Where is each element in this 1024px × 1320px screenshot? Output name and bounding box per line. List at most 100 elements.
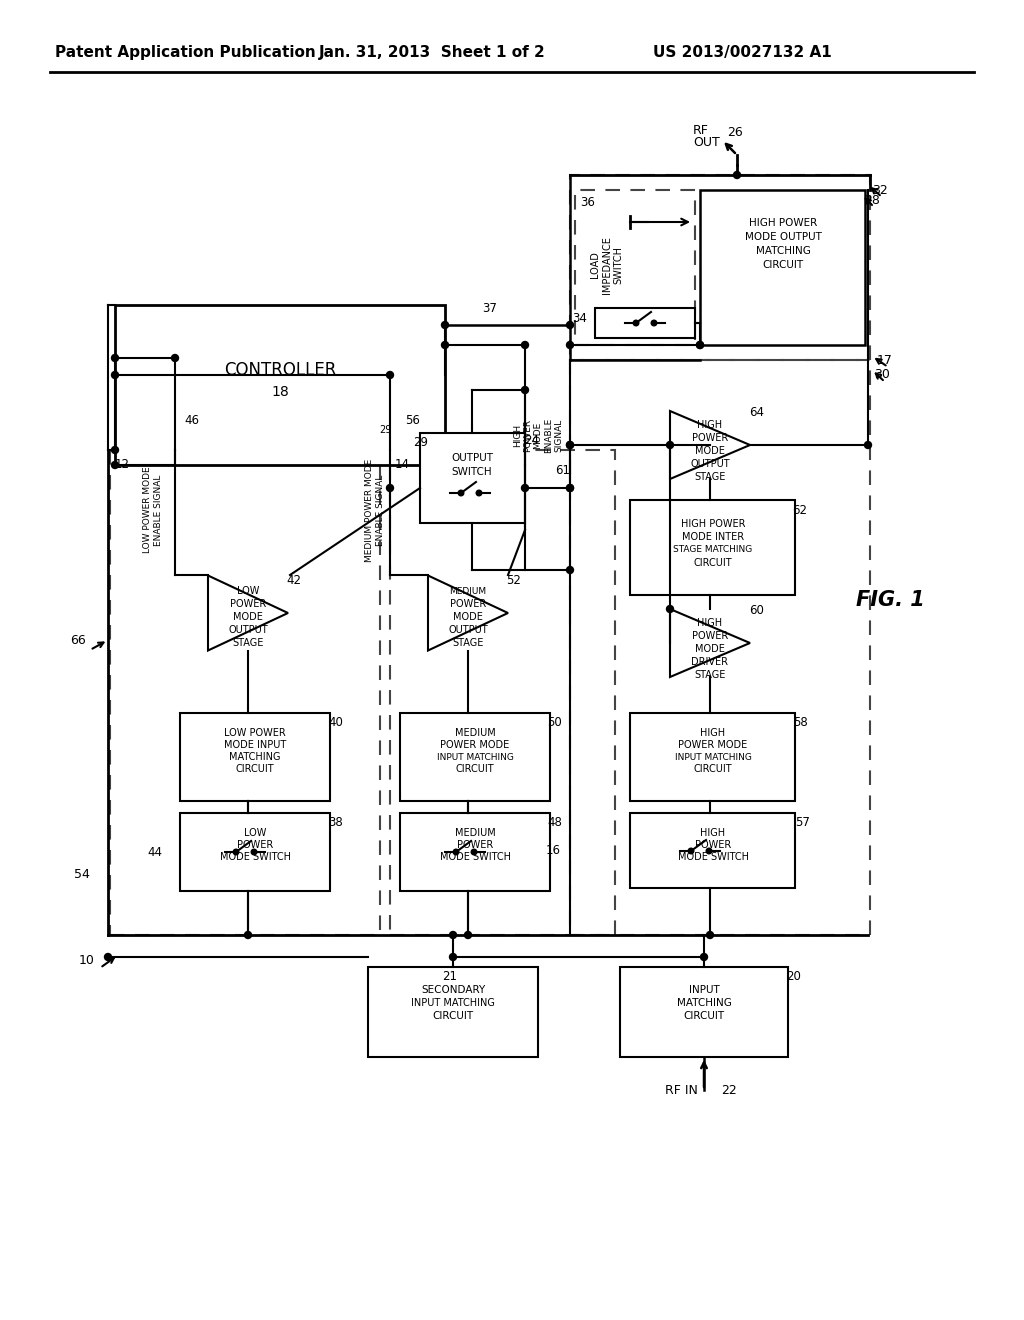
Circle shape — [171, 355, 178, 362]
Text: POWER MODE: POWER MODE — [678, 741, 748, 750]
Text: POWER: POWER — [457, 840, 494, 850]
Text: 28: 28 — [864, 194, 880, 206]
Text: MODE INTER: MODE INTER — [682, 532, 744, 543]
Text: 18: 18 — [271, 385, 289, 399]
Text: 29: 29 — [379, 425, 391, 436]
Text: POWER MODE: POWER MODE — [440, 741, 510, 750]
Circle shape — [471, 849, 477, 855]
Text: RF IN: RF IN — [665, 1084, 698, 1097]
Text: MODE: MODE — [233, 612, 263, 622]
Text: HIGH: HIGH — [700, 828, 726, 838]
Text: MODE: MODE — [453, 612, 483, 622]
Text: 22: 22 — [721, 1084, 737, 1097]
Circle shape — [521, 342, 528, 348]
Text: 42: 42 — [287, 574, 301, 587]
Text: 48: 48 — [548, 816, 562, 829]
Text: CIRCUIT: CIRCUIT — [236, 764, 274, 774]
Text: MEDIUM: MEDIUM — [455, 828, 496, 838]
Polygon shape — [428, 576, 508, 651]
Circle shape — [476, 490, 482, 496]
Bar — [115, 305, 445, 465]
Text: 58: 58 — [793, 715, 807, 729]
Text: STAGE MATCHING: STAGE MATCHING — [674, 545, 753, 554]
Text: 36: 36 — [581, 195, 595, 209]
Text: 38: 38 — [329, 816, 343, 829]
Text: 32: 32 — [872, 183, 888, 197]
Circle shape — [696, 342, 703, 348]
Bar — [700, 190, 865, 345]
Text: 10: 10 — [79, 953, 95, 966]
Circle shape — [454, 849, 459, 855]
Text: POWER: POWER — [237, 840, 273, 850]
Circle shape — [700, 953, 708, 961]
Text: US 2013/0027132 A1: US 2013/0027132 A1 — [652, 45, 831, 59]
Circle shape — [566, 322, 573, 329]
Circle shape — [566, 342, 573, 348]
Circle shape — [566, 484, 573, 491]
Text: 14: 14 — [394, 458, 410, 470]
Text: 40: 40 — [329, 715, 343, 729]
Bar — [400, 813, 550, 891]
Circle shape — [521, 387, 528, 393]
Text: 61: 61 — [555, 463, 570, 477]
Circle shape — [458, 490, 464, 496]
Text: STAGE: STAGE — [232, 638, 264, 648]
Bar — [630, 813, 795, 888]
Bar — [390, 450, 615, 935]
Text: STAGE: STAGE — [453, 638, 483, 648]
Text: 57: 57 — [796, 816, 810, 829]
Circle shape — [566, 484, 573, 491]
Polygon shape — [670, 609, 750, 677]
Text: LOW POWER MODE
ENABLE SIGNAL: LOW POWER MODE ENABLE SIGNAL — [143, 467, 163, 553]
Circle shape — [651, 321, 656, 326]
Text: POWER: POWER — [450, 599, 486, 609]
Circle shape — [566, 441, 573, 449]
Text: LOAD
IMPEDANCE
SWITCH: LOAD IMPEDANCE SWITCH — [591, 236, 624, 294]
Circle shape — [733, 172, 740, 178]
Text: INPUT MATCHING: INPUT MATCHING — [436, 752, 513, 762]
Text: MODE SWITCH: MODE SWITCH — [678, 851, 749, 862]
Text: LOW: LOW — [244, 828, 266, 838]
Text: HIGH POWER: HIGH POWER — [749, 218, 817, 228]
Bar — [630, 713, 795, 801]
Bar — [575, 190, 695, 345]
Text: RF: RF — [693, 124, 709, 136]
Text: OUTPUT: OUTPUT — [449, 624, 487, 635]
Circle shape — [667, 441, 674, 449]
Bar — [368, 968, 538, 1057]
Bar — [180, 813, 330, 891]
Bar — [570, 176, 870, 360]
Text: OUTPUT: OUTPUT — [228, 624, 268, 635]
Text: SECONDARY: SECONDARY — [421, 985, 485, 995]
Text: INPUT MATCHING: INPUT MATCHING — [675, 752, 752, 762]
Text: 60: 60 — [750, 605, 765, 618]
Polygon shape — [208, 576, 288, 651]
Text: MATCHING: MATCHING — [229, 752, 281, 762]
Text: MODE SWITCH: MODE SWITCH — [219, 851, 291, 862]
Text: HIGH POWER: HIGH POWER — [681, 519, 745, 529]
Circle shape — [233, 849, 239, 855]
Text: CIRCUIT: CIRCUIT — [693, 558, 732, 568]
Text: 44: 44 — [147, 846, 163, 858]
Circle shape — [566, 441, 573, 449]
Bar — [110, 450, 380, 935]
Text: OUT: OUT — [693, 136, 720, 149]
Circle shape — [688, 849, 694, 854]
Text: Jan. 31, 2013  Sheet 1 of 2: Jan. 31, 2013 Sheet 1 of 2 — [318, 45, 546, 59]
Circle shape — [441, 322, 449, 329]
Circle shape — [251, 849, 257, 855]
Text: HIGH: HIGH — [697, 420, 723, 430]
Text: 20: 20 — [786, 970, 802, 983]
Text: POWER: POWER — [695, 840, 731, 850]
Text: 54: 54 — [74, 869, 90, 882]
Bar — [180, 713, 330, 801]
Circle shape — [450, 932, 457, 939]
Text: CIRCUIT: CIRCUIT — [683, 1011, 725, 1020]
Text: LOW POWER: LOW POWER — [224, 729, 286, 738]
Text: CIRCUIT: CIRCUIT — [763, 260, 804, 271]
Text: CONTROLLER: CONTROLLER — [224, 360, 336, 379]
Text: 46: 46 — [184, 413, 200, 426]
Circle shape — [112, 462, 119, 469]
Circle shape — [864, 441, 871, 449]
Bar — [420, 433, 525, 523]
